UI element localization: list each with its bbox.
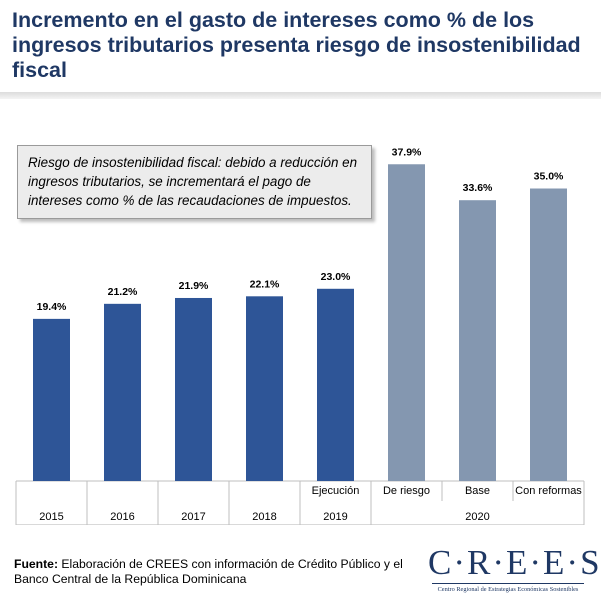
data-label-7: 35.0% xyxy=(534,171,564,183)
data-label-2: 21.9% xyxy=(179,280,209,292)
logo-rule xyxy=(432,583,584,584)
category-label-7: Con reformas xyxy=(515,485,582,497)
group-label-2017: 2017 xyxy=(181,511,205,523)
group-label-2016: 2016 xyxy=(110,511,134,523)
group-label-2018: 2018 xyxy=(252,511,276,523)
data-label-0: 19.4% xyxy=(37,301,67,313)
bar-3 xyxy=(246,296,283,481)
group-label-2020: 2020 xyxy=(465,511,489,523)
category-label-4: Ejecución xyxy=(312,485,360,497)
group-label-2019: 2019 xyxy=(323,511,347,523)
bar-5 xyxy=(388,164,425,481)
bar-0 xyxy=(33,318,70,481)
bar-7 xyxy=(530,188,567,481)
source-text: Elaboración de CREES con información de … xyxy=(14,557,403,586)
bar-4 xyxy=(317,288,354,481)
data-label-6: 33.6% xyxy=(463,182,493,194)
chart-title: Incremento en el gasto de intereses como… xyxy=(12,8,581,82)
risk-callout: Riesgo de insostenibilidad fiscal: debid… xyxy=(17,145,372,219)
data-label-1: 21.2% xyxy=(108,286,138,298)
bar-1 xyxy=(104,303,141,481)
group-label-2015: 2015 xyxy=(39,511,63,523)
source-note: Fuente: Elaboración de CREES con informa… xyxy=(14,557,414,587)
source-label: Fuente: xyxy=(14,557,59,571)
crees-logo: C·R·E·E·S Centro Regional de Estrategias… xyxy=(428,543,601,597)
header-divider xyxy=(0,92,601,99)
data-label-5: 37.9% xyxy=(392,146,422,158)
logo-subtitle: Centro Regional de Estrategias Económica… xyxy=(437,586,579,593)
bar-6 xyxy=(459,200,496,481)
category-label-5: De riesgo xyxy=(383,485,430,497)
data-label-4: 23.0% xyxy=(321,271,351,283)
bar-2 xyxy=(175,297,212,481)
category-label-6: Base xyxy=(465,485,490,497)
bar-chart: 19.4% 21.2% 21.9% 22.1% 23.0% 37.9% 33.6% 35.0%… xyxy=(15,146,585,525)
logo-wordmark: C·R·E·E·S xyxy=(428,543,601,582)
data-label-3: 22.1% xyxy=(250,278,280,290)
